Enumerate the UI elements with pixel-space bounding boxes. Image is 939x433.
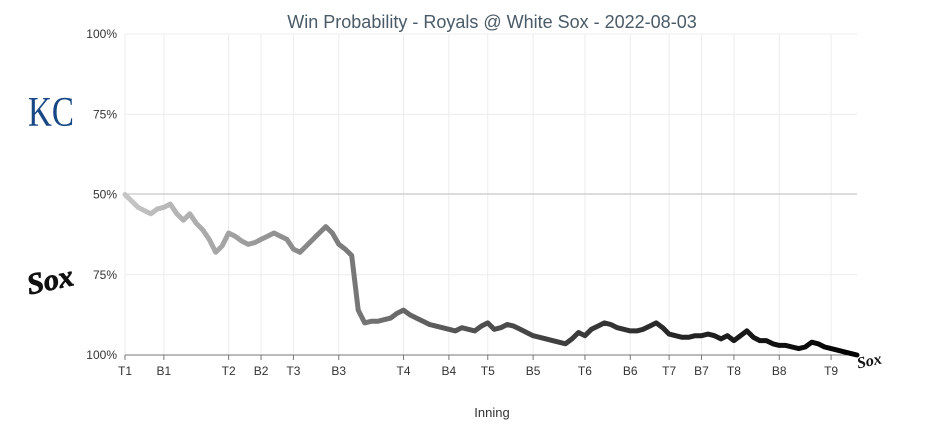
svg-text:Sox: Sox — [855, 351, 883, 373]
x-tick-label: B4 — [442, 364, 457, 378]
x-axis-label: Inning — [474, 405, 509, 420]
x-tick-label: B8 — [772, 364, 787, 378]
x-tick-label: T9 — [824, 364, 838, 378]
x-tick-label: T1 — [118, 364, 132, 378]
svg-text:Sox: Sox — [24, 259, 77, 301]
x-tick-label: B1 — [157, 364, 172, 378]
x-tick-label: T6 — [578, 364, 592, 378]
y-tick-label: 75% — [93, 107, 117, 121]
y-axis-ticks: 100% 75% 50% 75% 100% — [86, 27, 117, 362]
x-tick-label: B7 — [694, 364, 709, 378]
svg-text:KC: KC — [28, 90, 74, 136]
white-sox-logo-icon: Sox — [23, 259, 77, 302]
y-tick-label: 75% — [93, 268, 117, 282]
x-tick-label: B6 — [623, 364, 638, 378]
white-sox-small-logo-icon: Sox — [855, 351, 883, 373]
x-axis-ticks: T1 B1 T2 B2 T3 B3 T4 B4 T5 B5 T6 B6 T7 B7 T8 B8 T9 — [118, 355, 838, 378]
y-tick-label: 100% — [86, 348, 117, 362]
x-tick-label: B3 — [331, 364, 346, 378]
x-tick-label: T4 — [397, 364, 411, 378]
x-tick-label: T3 — [286, 364, 300, 378]
x-tick-label: B2 — [254, 364, 269, 378]
y-tick-label: 50% — [93, 188, 117, 202]
royals-logo-icon: KC — [28, 90, 74, 136]
y-tick-label: 100% — [86, 27, 117, 41]
x-tick-label: T5 — [481, 364, 495, 378]
x-tick-label: T2 — [222, 364, 236, 378]
x-tick-label: T8 — [727, 364, 741, 378]
chart-title: Win Probability - Royals @ White Sox - 2… — [287, 12, 696, 32]
x-tick-label: B5 — [526, 364, 541, 378]
x-tick-label: T7 — [662, 364, 676, 378]
win-probability-line — [122, 192, 860, 358]
